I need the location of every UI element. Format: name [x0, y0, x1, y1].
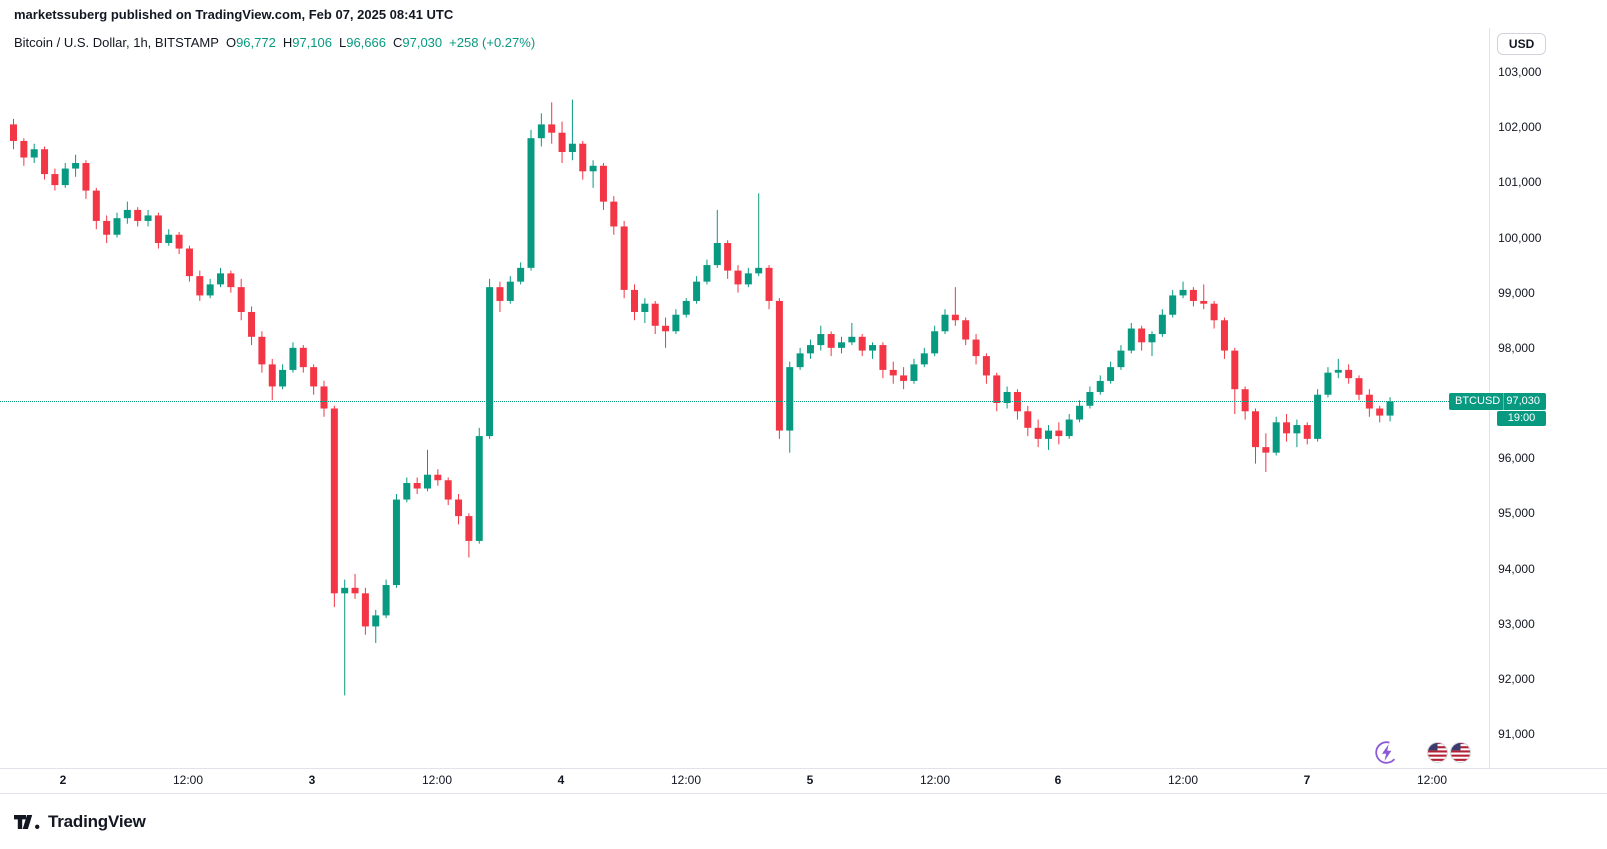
ohlc-high-value: 97,106 [292, 35, 332, 50]
price-tick-label: 103,000 [1498, 65, 1542, 79]
ohlc-low: L 96,666 [339, 35, 386, 50]
ohlc-open: O 96,772 [226, 35, 276, 50]
us-flag-icon-1[interactable] [1427, 742, 1448, 763]
price-badge-value: 97,030 [1506, 395, 1540, 408]
tradingview-brand-text: TradingView [48, 811, 146, 831]
price-badge-divider [1502, 392, 1504, 410]
footer-bar: TradingView [0, 794, 1607, 849]
boost-icon[interactable] [1374, 740, 1399, 765]
time-tick-label: 6 [1054, 773, 1062, 787]
price-tick-label: 102,000 [1498, 120, 1542, 135]
time-tick-label: 4 [557, 773, 565, 787]
time-tick-label: 12:00 [1416, 773, 1448, 787]
price-tick-label: 92,000 [1498, 671, 1535, 686]
ohlc-close: C 97,030 [393, 35, 442, 50]
ohlc-low-label: L [338, 35, 347, 50]
price-tick-label: 98,000 [1498, 340, 1535, 355]
time-axis[interactable]: 2 12:00 3 12:00 4 12:00 5 12:00 6 12:00 7 12:00 [0, 768, 1607, 794]
price-tick-label: 94,000 [1498, 561, 1535, 576]
ohlc-open-label: O [225, 35, 237, 50]
ohlc-high-label: H [282, 35, 293, 50]
ohlc-low-value: 96,666 [346, 35, 386, 50]
time-tick-label: 2 [59, 773, 67, 787]
currency-toggle-button[interactable]: USD [1497, 33, 1547, 55]
symbol-title[interactable]: Bitcoin / U.S. Dollar, 1h, BITSTAMP [14, 35, 219, 50]
time-tick-label: 12:00 [670, 773, 702, 787]
ohlc-high: H 97,106 [283, 35, 332, 50]
price-tick-label: 93,000 [1498, 616, 1535, 631]
price-tick-label: 91,000 [1498, 727, 1535, 741]
time-tick-label: 12:00 [421, 773, 453, 787]
price-tick-label: 101,000 [1498, 175, 1542, 190]
change-value: +258 (+0.27%) [449, 35, 536, 50]
price-tick-label: 100,000 [1498, 230, 1542, 245]
price-badge-symbol: BTCUSD [1455, 395, 1501, 408]
reaction-icons [1374, 740, 1471, 765]
price-tick-label: 99,000 [1498, 285, 1535, 300]
current-price-badge: BTCUSD 97,030 [1449, 392, 1546, 410]
time-tick-label: 5 [806, 773, 814, 787]
price-tick-label: 96,000 [1498, 451, 1535, 466]
us-flag-icon-2[interactable] [1450, 742, 1471, 763]
ohlc-close-label: C [392, 35, 403, 50]
time-tick-label: 12:00 [172, 773, 204, 787]
time-tick-label: 12:00 [919, 773, 951, 787]
countdown-badge: 19:00 [1497, 410, 1546, 426]
attribution-text: marketssuberg published on TradingView.c… [14, 6, 454, 22]
chart-main: Bitcoin / U.S. Dollar, 1h, BITSTAMP O 96,… [0, 28, 1607, 768]
ohlc-close-value: 97,030 [402, 35, 443, 50]
ohlc-open-value: 96,772 [236, 35, 276, 50]
tradingview-logo[interactable]: TradingView [14, 812, 146, 832]
time-tick-label: 3 [308, 773, 316, 787]
current-price-line [0, 401, 1490, 403]
price-tick-label: 95,000 [1498, 506, 1535, 521]
time-tick-label: 12:00 [1167, 773, 1199, 787]
time-tick-label: 7 [1303, 773, 1311, 787]
tradingview-logo-icon [14, 814, 40, 829]
candlestick-svg[interactable] [0, 28, 1490, 768]
attribution-bar: marketssuberg published on TradingView.c… [0, 0, 1607, 28]
symbol-legend: Bitcoin / U.S. Dollar, 1h, BITSTAMP O 96,… [14, 35, 535, 50]
chart-area[interactable]: Bitcoin / U.S. Dollar, 1h, BITSTAMP O 96,… [0, 28, 1490, 768]
